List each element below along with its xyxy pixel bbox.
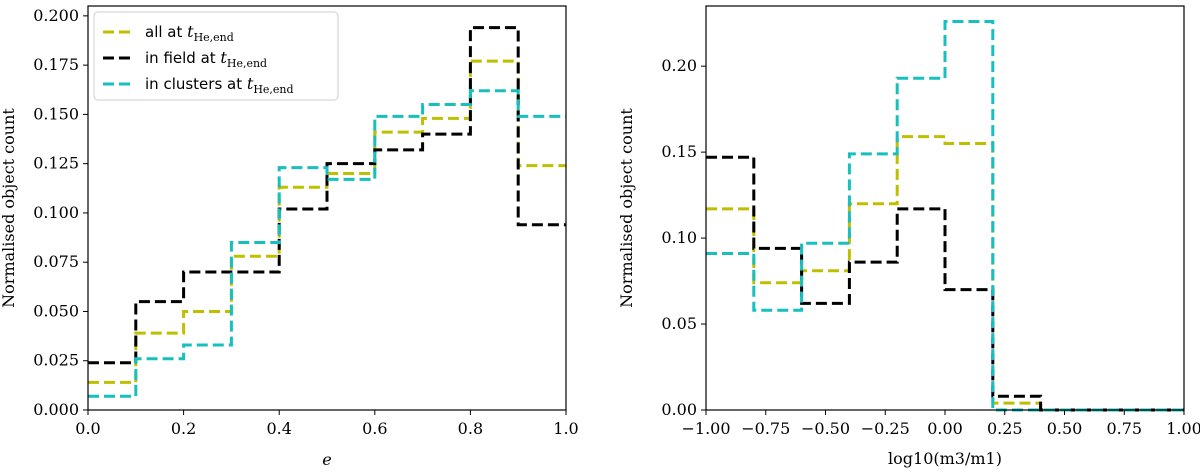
legend-entry: in clusters at tHe,end: [145, 74, 294, 96]
legend-entry-math: t: [187, 22, 194, 41]
eccentricity-panel: 0.0 0.2 0.4 0.6 0.8 1.0 0.000 0.025 0.050 0.075 0.…: [0, 5, 579, 469]
y-tick-label: 0.150: [33, 104, 79, 123]
legend-entry-text: all at: [145, 23, 187, 41]
y-axis-label: Normalised object count: [0, 108, 18, 308]
x-tick-label: −0.75: [741, 419, 790, 438]
x-axis-label: log10(m3/m1): [888, 449, 1002, 468]
legend-entry: all at tHe,end: [145, 22, 234, 44]
y-tick-label: 0.10: [661, 228, 697, 247]
legend-entry-subscript: He,end: [194, 31, 234, 44]
series-line-all: [88, 59, 566, 384]
series-line-clusters: [706, 19, 1184, 412]
legend-entry-math: t: [220, 48, 227, 67]
y-axis-label: Normalised object count: [617, 108, 636, 308]
legend-entry-math: t: [247, 74, 254, 93]
legend-box: [93, 11, 339, 101]
x-tick-label: 0.00: [927, 419, 963, 438]
x-tick-label: 0.6: [362, 419, 387, 438]
y-tick-label: 0.175: [33, 55, 79, 74]
x-tick-label: 0.8: [458, 419, 483, 438]
y-tick-label: 0.00: [661, 400, 697, 419]
plot-frame: [87, 5, 567, 411]
series-line-field: [88, 26, 566, 365]
mass-ratio-panel: −1.00 −0.75 −0.50 −0.25 0.00 0.25 0.50 0.75 1.00…: [617, 5, 1200, 468]
series-line-clusters: [88, 89, 566, 398]
x-tick-label: 0.50: [1047, 419, 1083, 438]
x-tick-label: 0.25: [987, 419, 1023, 438]
y-tick-label: 0.075: [33, 252, 79, 271]
y-tick-label: 0.000: [33, 400, 79, 419]
y-tick-label: 0.200: [33, 6, 79, 25]
legend-entry-text: in clusters at: [145, 75, 247, 93]
legend-entry: in field at tHe,end: [145, 48, 267, 70]
legend-entry-text: in field at: [145, 49, 220, 67]
y-tick-label: 0.025: [33, 351, 79, 370]
y-tick-label: 0.125: [33, 154, 79, 173]
legend-entry-subscript: He,end: [253, 83, 293, 96]
y-tick-label: 0.15: [661, 142, 697, 161]
y-tick-label: 0.100: [33, 203, 79, 222]
x-tick-label: 0.2: [171, 419, 196, 438]
x-tick-label: −0.25: [861, 419, 910, 438]
x-tick-label: 0.0: [75, 419, 100, 438]
y-tick-label: 0.20: [661, 56, 697, 75]
x-tick-label: 1.0: [553, 419, 578, 438]
x-tick-label: −1.00: [681, 419, 730, 438]
x-tick-label: 1.00: [1166, 419, 1200, 438]
y-tick-label: 0.050: [33, 301, 79, 320]
x-axis-label: e: [322, 450, 331, 469]
x-tick-label: 0.75: [1106, 419, 1142, 438]
x-tick-label: −0.50: [801, 419, 850, 438]
legend-entry-subscript: He,end: [227, 57, 267, 70]
y-tick-label: 0.05: [661, 314, 697, 333]
x-tick-label: 0.4: [266, 419, 291, 438]
plot-frame: [705, 5, 1185, 411]
